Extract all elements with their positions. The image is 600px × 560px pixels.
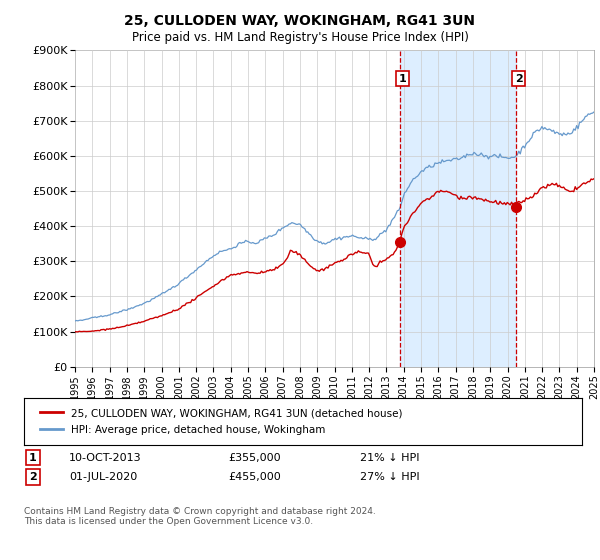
Text: 01-JUL-2020: 01-JUL-2020 — [69, 472, 137, 482]
Bar — [400, 50, 516, 367]
Legend: 25, CULLODEN WAY, WOKINGHAM, RG41 3UN (detached house), HPI: Average price, deta: 25, CULLODEN WAY, WOKINGHAM, RG41 3UN (d… — [35, 403, 408, 440]
Text: 21% ↓ HPI: 21% ↓ HPI — [360, 452, 419, 463]
Text: £455,000: £455,000 — [228, 472, 281, 482]
Text: 1: 1 — [398, 73, 406, 83]
Text: 25, CULLODEN WAY, WOKINGHAM, RG41 3UN: 25, CULLODEN WAY, WOKINGHAM, RG41 3UN — [125, 14, 476, 28]
Text: Contains HM Land Registry data © Crown copyright and database right 2024.
This d: Contains HM Land Registry data © Crown c… — [24, 507, 376, 526]
Text: 27% ↓ HPI: 27% ↓ HPI — [360, 472, 419, 482]
Text: 2: 2 — [29, 472, 37, 482]
Text: 2: 2 — [515, 73, 523, 83]
Text: 1: 1 — [29, 452, 37, 463]
Text: Price paid vs. HM Land Registry's House Price Index (HPI): Price paid vs. HM Land Registry's House … — [131, 31, 469, 44]
Text: £355,000: £355,000 — [228, 452, 281, 463]
Text: 10-OCT-2013: 10-OCT-2013 — [69, 452, 142, 463]
